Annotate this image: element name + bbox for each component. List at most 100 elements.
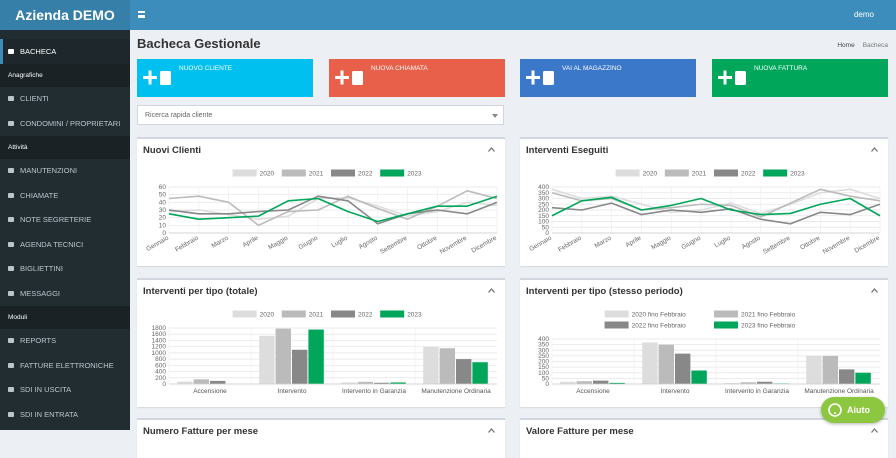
client-search[interactable]: Ricerca rapida cliente [137,105,504,125]
x-tick-label: Gennaio [528,234,553,253]
nav-label: BACHECA [20,46,57,56]
action-button[interactable]: NUOVA FATTURA [712,59,888,97]
icon-part [160,71,171,85]
y-tick-label: 200 [155,375,166,382]
y-tick-label: 250 [538,353,549,360]
nav-item[interactable]: BIGLIETTINI [0,257,130,282]
nav-item[interactable]: CONDOMINI / PROPRIETARI [0,111,130,136]
nav-item[interactable]: AGENDA TECNICI [0,232,130,257]
nav-item[interactable]: CHIAMATE [0,183,130,208]
bar [609,382,625,384]
panel-title: Valore Fatture per mese [526,426,634,437]
nav-item[interactable]: BACHECA [0,39,130,64]
y-tick-label: 1800 [152,325,167,332]
bar [390,382,406,384]
y-tick-label: 40 [159,199,167,206]
x-tick-label: Luglio [330,234,349,249]
help-icon [828,403,842,417]
x-tick-label: Novembre [822,234,852,255]
bar [855,372,871,384]
collapse-button[interactable] [488,147,495,152]
menu-toggle[interactable] [138,11,145,18]
legend-label: 2020 [260,171,275,178]
panel-title: Interventi per tipo (stesso periodo) [526,286,683,297]
chevron [871,288,878,293]
action-button[interactable]: NUOVA CHIAMATA [329,59,505,97]
bar [839,369,855,384]
collapse-button[interactable] [871,147,878,152]
bar [456,359,472,384]
nav-icon [8,387,14,393]
legend-swatch [714,321,738,329]
icon-part [543,71,554,85]
bar [177,381,193,384]
collapse-button[interactable] [488,288,495,293]
legend-label: 2023 [407,171,422,178]
x-tick-label: Intervento [278,388,307,395]
x-tick-label: Accensione [576,388,610,395]
user-menu[interactable]: demo [853,10,874,19]
legend-swatch [380,310,405,318]
nav-item[interactable]: NOTE SEGRETERIE [0,208,130,233]
x-tick-label: Febbraio [557,234,583,253]
collapse-button[interactable] [871,288,878,293]
brand[interactable]: Azienda DEMO [0,0,130,30]
nav-item[interactable]: MANUTENZIONI [0,159,130,184]
collapse-button[interactable] [488,428,495,433]
icon-part [340,70,344,85]
chevron [488,288,495,293]
nav-item[interactable]: FATTURE ELETTRONICHE [0,353,130,378]
y-tick-label: 1000 [152,350,167,357]
legend-swatch [281,169,306,177]
bar [275,328,291,384]
x-tick-label: Gennaio [145,234,170,253]
panel: Interventi per tipo (totale) 2020 2021 2022… [137,278,505,407]
x-tick-label: Aprile [625,234,643,249]
help-button[interactable]: Aiuto [821,397,885,423]
breadcrumb-home[interactable]: Home [837,42,855,49]
nav-item[interactable]: SDI IN ENTRATA [0,402,130,427]
bar [593,380,609,384]
collapse-button[interactable] [871,428,878,433]
nav-icon [8,120,14,126]
legend-swatch [763,169,788,177]
panel: Interventi per tipo (stesso periodo) 2020… [520,278,888,407]
nav-item[interactable]: REPORTS [0,329,130,354]
y-tick-label: 100 [538,219,549,226]
legend-swatch [615,169,640,177]
x-tick-label: Ottobre [799,234,822,251]
button-icon [143,70,171,85]
y-tick-label: 250 [538,201,549,208]
panel: Interventi Eseguiti 2020 2021 2022 2023 0 50 10… [520,137,888,266]
y-tick-label: 150 [538,213,549,220]
y-tick-label: 1200 [152,344,167,351]
legend-swatch [232,169,257,177]
legend-label: 2021 [309,312,324,319]
legend-swatch [331,310,355,318]
x-tick-label: Intervento in Garanzia [725,388,789,395]
x-tick-label: Marzo [593,234,612,249]
nav-item[interactable]: MESSAGGI [0,281,130,306]
icon-part [735,71,746,85]
button-label: NUOVA CHIAMATA [371,65,428,72]
icon-part [723,70,727,85]
bar [642,342,658,384]
nav-label: REPORTS [20,336,57,346]
legend-label: 2023 [790,171,805,178]
nav-item[interactable]: CLIENTI [0,87,130,112]
nav-label: Attività [8,143,28,151]
y-tick-label: 200 [538,359,549,366]
y-tick-label: 30 [159,207,167,214]
nav-label: FATTURE ELETTRONICHE [20,360,114,370]
nav-item[interactable]: SDI IN USCITA [0,378,130,403]
x-tick-label: Intervento [661,388,690,395]
action-button[interactable]: NUOVO CLIENTE [137,59,313,97]
y-tick-label: 800 [155,356,166,363]
legend-label: 2021 [309,171,324,178]
chevron [871,147,878,152]
line-series [168,195,498,223]
x-tick-label: Dicembre [470,234,498,254]
x-tick-label: Maggio [650,234,672,251]
button-label: NUOVA FATTURA [754,65,808,72]
action-button[interactable]: VAI AL MAGAZZINO [520,59,696,97]
